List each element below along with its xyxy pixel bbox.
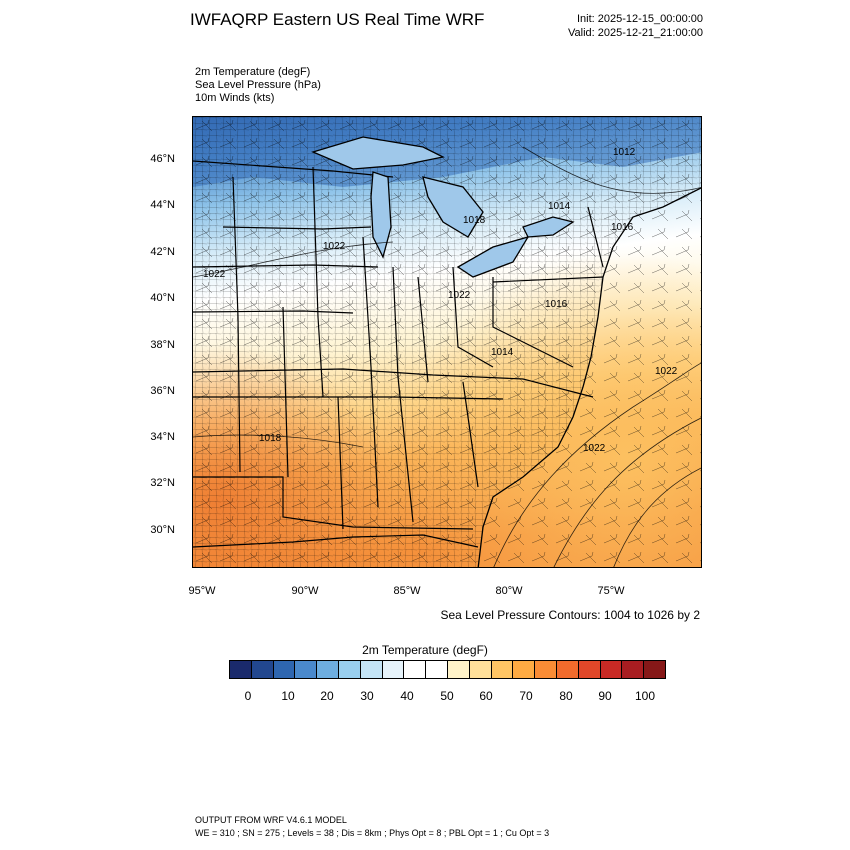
colorbar-tick: 60	[479, 689, 493, 703]
contour-label: 1022	[203, 269, 226, 280]
lat-label: 36°N	[150, 385, 175, 397]
weather-map: 1012 1014 1016 1018 1022 1022 1022 1016 …	[193, 117, 701, 567]
colorbar-title: 2m Temperature (degF)	[362, 643, 488, 657]
map-panel: 1012 1014 1016 1018 1022 1022 1022 1016 …	[192, 116, 702, 568]
plot-title: IWFAQRP Eastern US Real Time WRF	[190, 10, 485, 29]
contour-label: 1022	[448, 290, 471, 301]
atlantic-coastline	[477, 187, 701, 567]
colorbar-cell	[230, 661, 252, 678]
colorbar	[229, 660, 666, 679]
lon-label: 75°W	[597, 585, 625, 597]
colorbar-tick: 50	[440, 689, 454, 703]
colorbar-tick: 20	[320, 689, 334, 703]
lat-label: 30°N	[150, 524, 175, 536]
colorbar-cell	[644, 661, 665, 678]
colorbar-cell	[317, 661, 339, 678]
contour-label: 1016	[611, 222, 634, 233]
colorbar-cell	[426, 661, 448, 678]
colorbar-tick: 100	[634, 689, 656, 703]
contour-label: 1022	[583, 443, 606, 454]
lat-label: 46°N	[150, 153, 175, 165]
init-time: Init: 2025-12-15_00:00:00	[577, 13, 703, 25]
colorbar-cell	[338, 661, 361, 678]
colorbar-cell	[535, 661, 557, 678]
colorbar-cell	[404, 661, 427, 678]
variable-label-pressure: Sea Level Pressure (hPa)	[195, 79, 321, 91]
pressure-contours	[193, 146, 701, 567]
colorbar-cell	[622, 661, 645, 678]
colorbar-tick: 10	[281, 689, 295, 703]
contour-label: 1014	[491, 347, 514, 358]
state-borders	[193, 160, 604, 530]
colorbar-cell	[251, 661, 274, 678]
colorbar-cell	[491, 661, 514, 678]
contour-label: 1022	[323, 241, 346, 252]
colorbar-tick: 0	[244, 689, 252, 703]
contour-label: 1018	[463, 215, 486, 226]
valid-time: Valid: 2025-12-21_21:00:00	[568, 27, 703, 39]
colorbar-tick: 30	[360, 689, 374, 703]
contour-label: 1022	[655, 366, 678, 377]
colorbar-tick: 40	[400, 689, 414, 703]
footer-model: OUTPUT FROM WRF V4.6.1 MODEL	[195, 815, 347, 825]
colorbar-cell	[578, 661, 601, 678]
variable-label-temperature: 2m Temperature (degF)	[195, 66, 311, 78]
variable-label-winds: 10m Winds (kts)	[195, 92, 275, 104]
colorbar-cell	[447, 661, 470, 678]
lon-label: 90°W	[291, 585, 319, 597]
colorbar-cell	[295, 661, 318, 678]
colorbar-cell	[513, 661, 536, 678]
lon-label: 85°W	[393, 585, 421, 597]
colorbar-tick: 70	[519, 689, 533, 703]
colorbar-cell	[382, 661, 405, 678]
lat-label: 32°N	[150, 477, 175, 489]
colorbar-cell	[600, 661, 623, 678]
colorbar-cell	[273, 661, 296, 678]
contour-note: Sea Level Pressure Contours: 1004 to 102…	[440, 608, 701, 622]
lat-label: 38°N	[150, 339, 175, 351]
great-lakes	[311, 136, 575, 278]
colorbar-tick: 80	[559, 689, 573, 703]
footer-config: WE = 310 ; SN = 275 ; Levels = 38 ; Dis …	[195, 828, 550, 838]
contour-label: 1018	[259, 433, 282, 444]
lat-label: 40°N	[150, 292, 175, 304]
colorbar-cell	[556, 661, 579, 678]
lon-label: 80°W	[495, 585, 523, 597]
contour-label: 1014	[548, 201, 571, 212]
lon-label: 95°W	[188, 585, 216, 597]
gulf-coastline	[193, 534, 479, 548]
colorbar-cell	[469, 661, 492, 678]
lat-label: 42°N	[150, 246, 175, 258]
contour-label: 1016	[545, 299, 568, 310]
colorbar-tick: 90	[598, 689, 612, 703]
lat-label: 44°N	[150, 199, 175, 211]
colorbar-cell	[360, 661, 383, 678]
lat-label: 34°N	[150, 431, 175, 443]
contour-labels: 1012 1014 1016 1018 1022 1022 1022 1016 …	[203, 147, 678, 454]
contour-label: 1012	[613, 147, 636, 158]
